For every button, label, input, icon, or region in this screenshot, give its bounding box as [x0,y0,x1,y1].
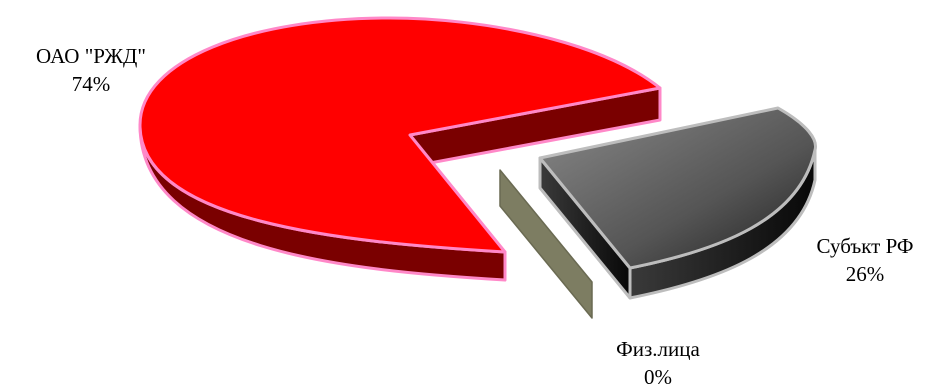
label-subject: Субъкт РФ 26% [795,232,933,288]
slice-individuals-face [499,169,593,319]
slice-rzd [138,16,662,282]
label-individuals-value: 0% [644,365,672,389]
slice-subject-top [538,106,817,270]
slice-individuals [499,169,593,319]
slice-rzd-top [138,16,662,254]
label-rzd-name: ОАО "РЖД" [36,44,146,68]
slice-subject [538,106,817,300]
label-individuals: Физ.лица 0% [588,335,728,391]
label-subject-name: Субъкт РФ [816,234,914,258]
label-individuals-name: Физ.лица [616,337,700,361]
label-rzd-value: 74% [71,72,111,96]
label-rzd: ОАО "РЖД" 74% [8,42,174,98]
label-subject-value: 26% [845,262,885,286]
